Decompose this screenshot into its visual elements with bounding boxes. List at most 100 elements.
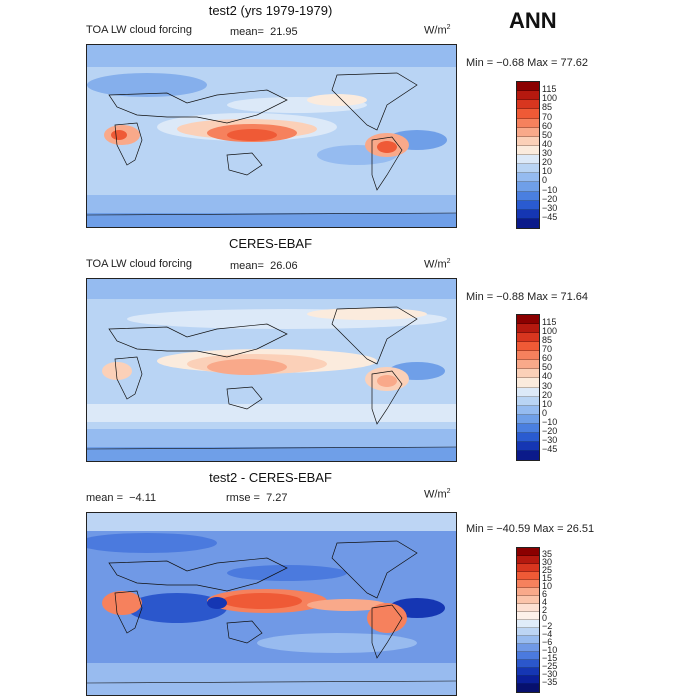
colorbar-tick-label: −45	[542, 211, 558, 222]
colorbar-tick-label: 0	[542, 175, 548, 186]
colorbar-swatch	[517, 432, 539, 442]
panel2-mean: mean= 26.06	[230, 260, 298, 272]
colorbar-swatch	[517, 628, 539, 636]
panel1-variable: TOA LW cloud forcing	[86, 24, 192, 36]
colorbar-swatch	[517, 414, 539, 424]
colorbar-tick-label: −35	[542, 677, 558, 687]
colorbar-swatch	[517, 644, 539, 652]
colorbar-tick-label: −2	[542, 621, 553, 631]
colorbar-tick-label: 6	[542, 589, 548, 599]
colorbar-swatch	[517, 450, 539, 460]
colorbar-tick-label: −15	[542, 653, 558, 663]
panel2-map	[86, 278, 457, 462]
colorbar-swatch	[517, 127, 539, 137]
panel3-title: test2 - CERES-EBAF	[209, 470, 332, 485]
panel1-mean-label: mean=	[230, 26, 264, 38]
panel2-title: CERES-EBAF	[228, 236, 313, 251]
colorbar-swatch	[517, 378, 539, 388]
colorbar-tick-label: 40	[542, 371, 553, 382]
colorbar-tick-label: −30	[542, 434, 558, 445]
colorbar-swatch	[517, 191, 539, 201]
panel3-mean-value: −4.11	[129, 492, 157, 504]
colorbar-swatch	[517, 342, 539, 352]
panel2-unit: W/m2	[424, 258, 451, 271]
colorbar-swatch	[517, 423, 539, 433]
colorbar-tick-label: 20	[542, 157, 553, 168]
colorbar-tick-label: 25	[542, 565, 553, 575]
colorbar-swatch	[517, 164, 539, 174]
colorbar-tick-label: 0	[542, 613, 548, 623]
colorbar-tick-label: 85	[542, 102, 553, 113]
colorbar-tick-label: −10	[542, 184, 558, 195]
colorbar-swatch	[517, 109, 539, 119]
colorbar-swatch	[517, 580, 539, 588]
panel1-range: Min = −0.68 Max = 77.62	[466, 57, 588, 69]
colorbar-swatch	[517, 315, 539, 325]
colorbar-swatch	[517, 596, 539, 604]
panel3-mean-label: mean =	[86, 492, 123, 504]
colorbar-tick-label: −10	[542, 645, 558, 655]
colorbar-tick-label: 60	[542, 353, 553, 364]
colorbar-swatch	[517, 441, 539, 451]
panel2-mean-label: mean=	[230, 260, 264, 272]
colorbar-tick-label: 70	[542, 111, 553, 122]
panel3-map	[86, 512, 457, 696]
colorbar-tick-label: 20	[542, 389, 553, 400]
colorbar-swatch	[517, 145, 539, 155]
colorbar-swatch	[517, 333, 539, 343]
colorbar-tick-label: 85	[542, 335, 553, 346]
colorbar-tick-label: 2	[542, 605, 548, 615]
panel3-unit-base: W/m	[424, 488, 447, 501]
colorbar-swatch	[517, 396, 539, 406]
colorbar-tick-label: 70	[542, 344, 553, 355]
colorbar-tick-label: 15	[542, 573, 553, 583]
colorbar-tick-label: −25	[542, 661, 558, 671]
colorbar-swatch	[517, 588, 539, 596]
colorbar-tick-label: 10	[542, 398, 553, 409]
panel1-unit-exp: 2	[446, 24, 451, 31]
panel3-colorbar	[516, 547, 540, 693]
panel1-unit-base: W/m	[424, 24, 447, 37]
panel1-map	[86, 44, 457, 228]
colorbar-swatch	[517, 604, 539, 612]
colorbar-tick-label: 40	[542, 138, 553, 149]
panel3-mean: mean = −4.11	[86, 492, 156, 504]
colorbar-tick-label: 50	[542, 129, 553, 140]
colorbar-tick-label: 30	[542, 148, 553, 158]
panel1-unit: W/m2	[424, 24, 451, 37]
colorbar-swatch	[517, 620, 539, 628]
panel1-mean-value: 21.95	[270, 26, 298, 38]
panel3-unit-exp: 2	[446, 488, 451, 495]
colorbar-swatch	[517, 660, 539, 668]
colorbar-tick-label: −20	[542, 193, 558, 204]
colorbar-swatch	[517, 100, 539, 110]
colorbar-swatch	[517, 136, 539, 146]
colorbar-tick-label: 0	[542, 407, 548, 418]
colorbar-swatch	[517, 369, 539, 379]
colorbar-tick-label: 10	[542, 166, 553, 177]
colorbar-tick-label: 100	[542, 93, 558, 104]
colorbar-tick-label: −6	[542, 637, 553, 647]
colorbar-tick-label: 115	[542, 317, 557, 328]
colorbar-tick-label: 4	[542, 597, 548, 607]
colorbar-tick-label: 30	[542, 557, 553, 567]
colorbar-swatch	[517, 556, 539, 564]
panel2-colorbar	[516, 314, 540, 461]
colorbar-swatch	[517, 200, 539, 210]
panel2-unit-exp: 2	[446, 258, 451, 265]
colorbar-swatch	[517, 82, 539, 92]
colorbar-tick-label: −30	[542, 669, 558, 679]
panel2-range: Min = −0.88 Max = 71.64	[466, 291, 588, 303]
panel1-title: test2 (yrs 1979-1979)	[208, 3, 333, 18]
colorbar-swatch	[517, 324, 539, 334]
panel1-colorbar	[516, 81, 540, 229]
panel3-range: Min = −40.59 Max = 26.51	[466, 523, 595, 535]
colorbar-tick-label: −20	[542, 425, 558, 436]
colorbar-tick-label: 50	[542, 362, 553, 373]
season-label: ANN	[509, 8, 557, 33]
colorbar-swatch	[517, 91, 539, 101]
colorbar-swatch	[517, 218, 539, 228]
panel3-rmse-value: 7.27	[266, 492, 288, 504]
panel3-rmse: rmse = 7.27	[226, 492, 287, 504]
colorbar-swatch	[517, 636, 539, 644]
